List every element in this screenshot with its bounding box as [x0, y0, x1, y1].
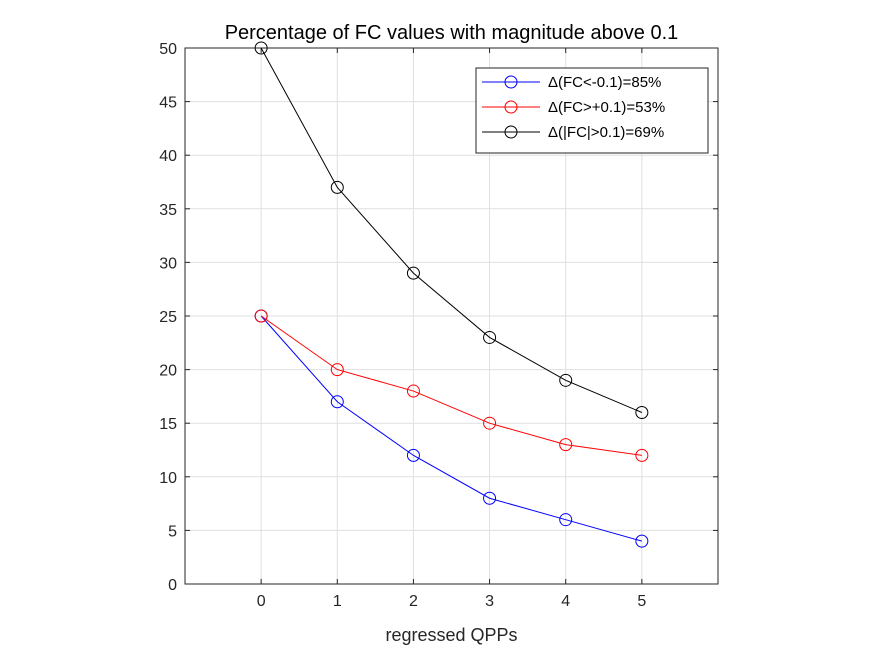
- legend-label: Δ(FC<-0.1)=85%: [548, 74, 661, 91]
- data-point: [635, 534, 649, 548]
- legend-entry: Δ(FC>+0.1)=53%: [482, 99, 665, 116]
- y-tick-label: 40: [159, 148, 177, 165]
- y-tick-label: 5: [168, 523, 177, 540]
- x-tick-label: 1: [333, 593, 342, 610]
- legend: Δ(FC<-0.1)=85% Δ(FC>+0.1)=53% Δ(|FC|>0.1)=…: [475, 67, 709, 154]
- data-point: [330, 363, 344, 377]
- y-tick-label: 15: [159, 416, 177, 433]
- series-2: [254, 309, 649, 462]
- data-point: [330, 180, 344, 194]
- data-point: [635, 448, 649, 462]
- legend-marker: [504, 75, 518, 89]
- data-point: [254, 41, 268, 55]
- data-point: [559, 438, 573, 452]
- x-tick-label: 3: [485, 593, 494, 610]
- legend-label: Δ(|FC|>0.1)=69%: [548, 124, 664, 141]
- y-tick-label: 35: [159, 202, 177, 219]
- data-point: [406, 266, 420, 280]
- data-point: [635, 405, 649, 419]
- series-line: [260, 315, 642, 456]
- legend-label: Δ(FC>+0.1)=53%: [548, 99, 665, 116]
- data-point: [330, 395, 344, 409]
- y-tick-label: 20: [159, 363, 177, 380]
- chart-title: Percentage of FC values with magnitude a…: [225, 22, 679, 44]
- y-tick-label: 25: [159, 309, 177, 326]
- data-point: [483, 491, 497, 505]
- data-point: [483, 330, 497, 344]
- series-line: [260, 315, 642, 542]
- data-point: [559, 373, 573, 387]
- y-tick-label: 10: [159, 470, 177, 487]
- data-point: [254, 309, 268, 323]
- legend-entry: Δ(FC<-0.1)=85%: [482, 74, 661, 91]
- series-line: [260, 47, 643, 413]
- y-tick-label: 30: [159, 255, 177, 272]
- x-tick-label: 0: [257, 593, 266, 610]
- legend-marker: [504, 125, 518, 139]
- data-point: [483, 416, 497, 430]
- x-axis-title: regressed QPPs: [385, 625, 517, 645]
- x-tick-label: 2: [409, 593, 418, 610]
- legend-marker: [504, 100, 518, 114]
- data-point: [406, 384, 420, 398]
- y-tick-label: 50: [159, 41, 177, 58]
- series-1: [254, 309, 649, 548]
- x-tick-label: 5: [637, 593, 646, 610]
- series-group: [254, 41, 649, 548]
- y-tick-label: 45: [159, 95, 177, 112]
- y-tick-label: 0: [168, 577, 177, 594]
- series-3: [254, 41, 649, 419]
- data-point: [406, 448, 420, 462]
- legend-entry: Δ(|FC|>0.1)=69%: [482, 124, 664, 141]
- x-tick-label: 4: [561, 593, 570, 610]
- data-point: [559, 513, 573, 527]
